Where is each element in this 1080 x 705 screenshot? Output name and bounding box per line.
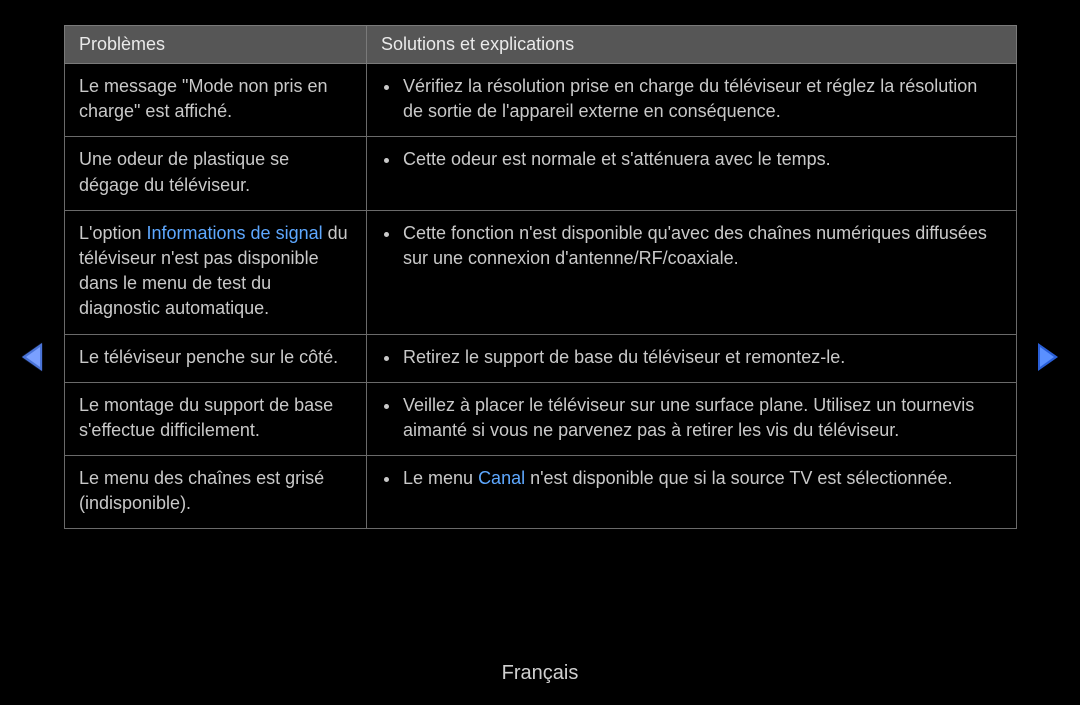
- solution-item: Retirez le support de base du téléviseur…: [401, 345, 1002, 370]
- text-part: Une odeur de plastique se dégage du télé…: [79, 149, 289, 194]
- solution-list: Cette odeur est normale et s'atténuera a…: [381, 147, 1002, 172]
- problem-cell: Le montage du support de base s'effectue…: [65, 382, 367, 455]
- text-part: L'option: [79, 223, 147, 243]
- problem-cell: Le message "Mode non pris en charge" est…: [65, 64, 367, 137]
- text-part: Vérifiez la résolution prise en charge d…: [403, 76, 977, 121]
- problem-cell: Une odeur de plastique se dégage du télé…: [65, 137, 367, 210]
- troubleshooting-table-wrap: Problèmes Solutions et explications Le m…: [64, 25, 1016, 529]
- troubleshooting-table: Problèmes Solutions et explications Le m…: [64, 25, 1017, 529]
- solution-item: Veillez à placer le téléviseur sur une s…: [401, 393, 1002, 443]
- table-row: Le message "Mode non pris en charge" est…: [65, 64, 1017, 137]
- solution-cell: Cette fonction n'est disponible qu'avec …: [367, 210, 1017, 334]
- solution-item: Cette odeur est normale et s'atténuera a…: [401, 147, 1002, 172]
- header-problems: Problèmes: [65, 26, 367, 64]
- previous-page-arrow[interactable]: [22, 343, 42, 371]
- solution-list: Le menu Canal n'est disponible que si la…: [381, 466, 1002, 491]
- solution-cell: Vérifiez la résolution prise en charge d…: [367, 64, 1017, 137]
- problem-cell: Le menu des chaînes est grisé (indisponi…: [65, 456, 367, 529]
- text-part: Canal: [478, 468, 525, 488]
- solution-list: Cette fonction n'est disponible qu'avec …: [381, 221, 1002, 271]
- solution-item: Cette fonction n'est disponible qu'avec …: [401, 221, 1002, 271]
- text-part: Cette fonction n'est disponible qu'avec …: [403, 223, 987, 268]
- text-part: Informations de signal: [147, 223, 323, 243]
- solution-item: Le menu Canal n'est disponible que si la…: [401, 466, 1002, 491]
- text-part: Veillez à placer le téléviseur sur une s…: [403, 395, 974, 440]
- problem-cell: L'option Informations de signal du télév…: [65, 210, 367, 334]
- solution-list: Veillez à placer le téléviseur sur une s…: [381, 393, 1002, 443]
- solution-cell: Le menu Canal n'est disponible que si la…: [367, 456, 1017, 529]
- solution-item: Vérifiez la résolution prise en charge d…: [401, 74, 1002, 124]
- text-part: Retirez le support de base du téléviseur…: [403, 347, 845, 367]
- table-row: Une odeur de plastique se dégage du télé…: [65, 137, 1017, 210]
- next-page-arrow[interactable]: [1038, 343, 1058, 371]
- table-row: Le menu des chaînes est grisé (indisponi…: [65, 456, 1017, 529]
- header-solutions: Solutions et explications: [367, 26, 1017, 64]
- table-row: Le téléviseur penche sur le côté. Retirez…: [65, 334, 1017, 382]
- solution-cell: Veillez à placer le téléviseur sur une s…: [367, 382, 1017, 455]
- text-part: n'est disponible que si la source TV est…: [525, 468, 952, 488]
- solution-cell: Retirez le support de base du téléviseur…: [367, 334, 1017, 382]
- text-part: Le message "Mode non pris en charge" est…: [79, 76, 328, 121]
- text-part: Le téléviseur penche sur le côté.: [79, 347, 338, 367]
- manual-page: Problèmes Solutions et explications Le m…: [0, 0, 1080, 705]
- text-part: Le montage du support de base s'effectue…: [79, 395, 333, 440]
- text-part: Le menu: [403, 468, 478, 488]
- table-row: Le montage du support de base s'effectue…: [65, 382, 1017, 455]
- text-part: Cette odeur est normale et s'atténuera a…: [403, 149, 831, 169]
- solution-cell: Cette odeur est normale et s'atténuera a…: [367, 137, 1017, 210]
- problem-cell: Le téléviseur penche sur le côté.: [65, 334, 367, 382]
- table-body: Le message "Mode non pris en charge" est…: [65, 64, 1017, 529]
- solution-list: Retirez le support de base du téléviseur…: [381, 345, 1002, 370]
- text-part: Le menu des chaînes est grisé (indisponi…: [79, 468, 324, 513]
- table-row: L'option Informations de signal du télév…: [65, 210, 1017, 334]
- solution-list: Vérifiez la résolution prise en charge d…: [381, 74, 1002, 124]
- footer-language: Français: [0, 662, 1080, 685]
